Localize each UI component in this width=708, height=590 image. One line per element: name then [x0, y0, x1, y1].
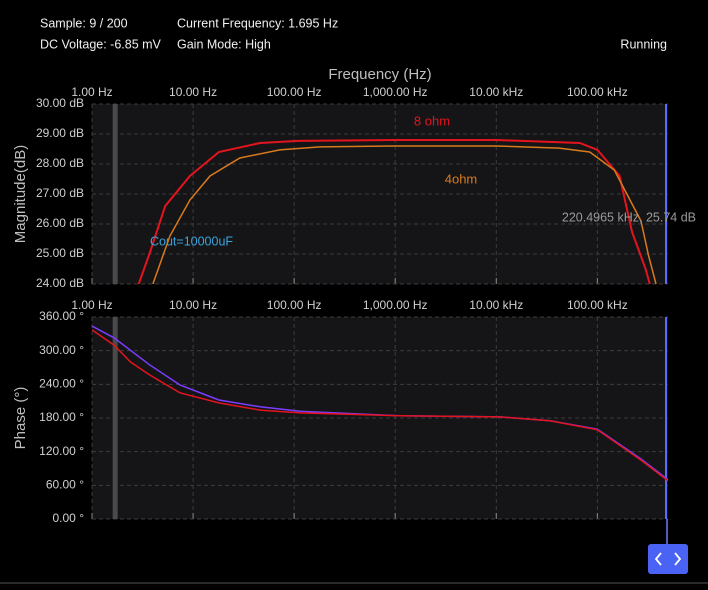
- y-tick-label: 27.00 dB: [36, 186, 84, 200]
- x-tick-label: 100.00 kHz: [567, 85, 628, 99]
- x-tick-label: 100.00 Hz: [267, 298, 322, 312]
- x-tick-label: 10.00 Hz: [169, 85, 217, 99]
- x-tick-label: 100.00 Hz: [267, 85, 322, 99]
- y-tick-label: 240.00 °: [39, 377, 84, 391]
- plot: 1.00 Hz 10.00 Hz 100.00 Hz 1,000.00 Hz 10.00…: [12, 298, 668, 525]
- y-tick-label: 120.00 °: [39, 444, 84, 458]
- x-tick-label: 10.00 kHz: [469, 85, 523, 99]
- y-tick-label: 360.00 °: [39, 309, 84, 323]
- y-tick-label: 30.00 dB: [36, 96, 84, 110]
- y-tick-label: 26.00 dB: [36, 216, 84, 230]
- y-tick-label: 60.00 °: [46, 478, 84, 492]
- y-tick-label: 180.00 °: [39, 410, 84, 424]
- series-label: 8 ohm: [414, 113, 450, 128]
- annotation: 220.4965 kHz, 25.74 dB: [562, 210, 696, 224]
- x-tick-label: 1.00 Hz: [71, 298, 112, 312]
- series-line: [92, 329, 668, 482]
- y-tick-label: 29.00 dB: [36, 126, 84, 140]
- cursor-nav-button[interactable]: [648, 544, 688, 574]
- x-tick-label: 1.00 Hz: [71, 85, 112, 99]
- y-tick-label: 0.00 °: [53, 511, 85, 525]
- y-axis-title: Magnitude(dB): [12, 145, 29, 243]
- y-tick-label: 300.00 °: [39, 343, 84, 357]
- y-axis-title: Phase (°): [12, 387, 29, 450]
- status: Running: [620, 37, 667, 51]
- series-label: 4ohm: [445, 171, 478, 186]
- annotation: Cout=10000uF: [150, 234, 233, 248]
- x-tick-label: 10.00 kHz: [469, 298, 523, 312]
- frequency-cursor: [112, 104, 118, 284]
- y-tick-label: 24.00 dB: [36, 276, 84, 290]
- gain-mode: Gain Mode: High: [177, 37, 271, 51]
- x-tick-label: 1,000.00 Hz: [363, 85, 428, 99]
- frequency-cursor: [112, 317, 118, 519]
- dc-voltage: DC Voltage: -6.85 mV: [40, 37, 162, 51]
- plot: 1.00 Hz 10.00 Hz 100.00 Hz 1,000.00 Hz 10.00…: [12, 66, 696, 290]
- series-line: [152, 145, 657, 284]
- series-group: [137, 139, 657, 284]
- series-group: [92, 325, 668, 482]
- current-frequency: Current Frequency: 1.695 Hz: [177, 16, 338, 30]
- chevrons-icon: [654, 552, 682, 566]
- x-axis-title: Frequency (Hz): [328, 66, 431, 83]
- series-line: [137, 139, 651, 284]
- y-tick-label: 28.00 dB: [36, 156, 84, 170]
- plots: 1.00 Hz 10.00 Hz 100.00 Hz 1,000.00 Hz 10.00…: [12, 66, 696, 525]
- sample-count: Sample: 9 / 200: [40, 16, 128, 30]
- y-tick-label: 25.00 dB: [36, 246, 84, 260]
- x-tick-label: 100.00 kHz: [567, 298, 628, 312]
- x-tick-label: 10.00 Hz: [169, 298, 217, 312]
- x-tick-label: 1,000.00 Hz: [363, 298, 428, 312]
